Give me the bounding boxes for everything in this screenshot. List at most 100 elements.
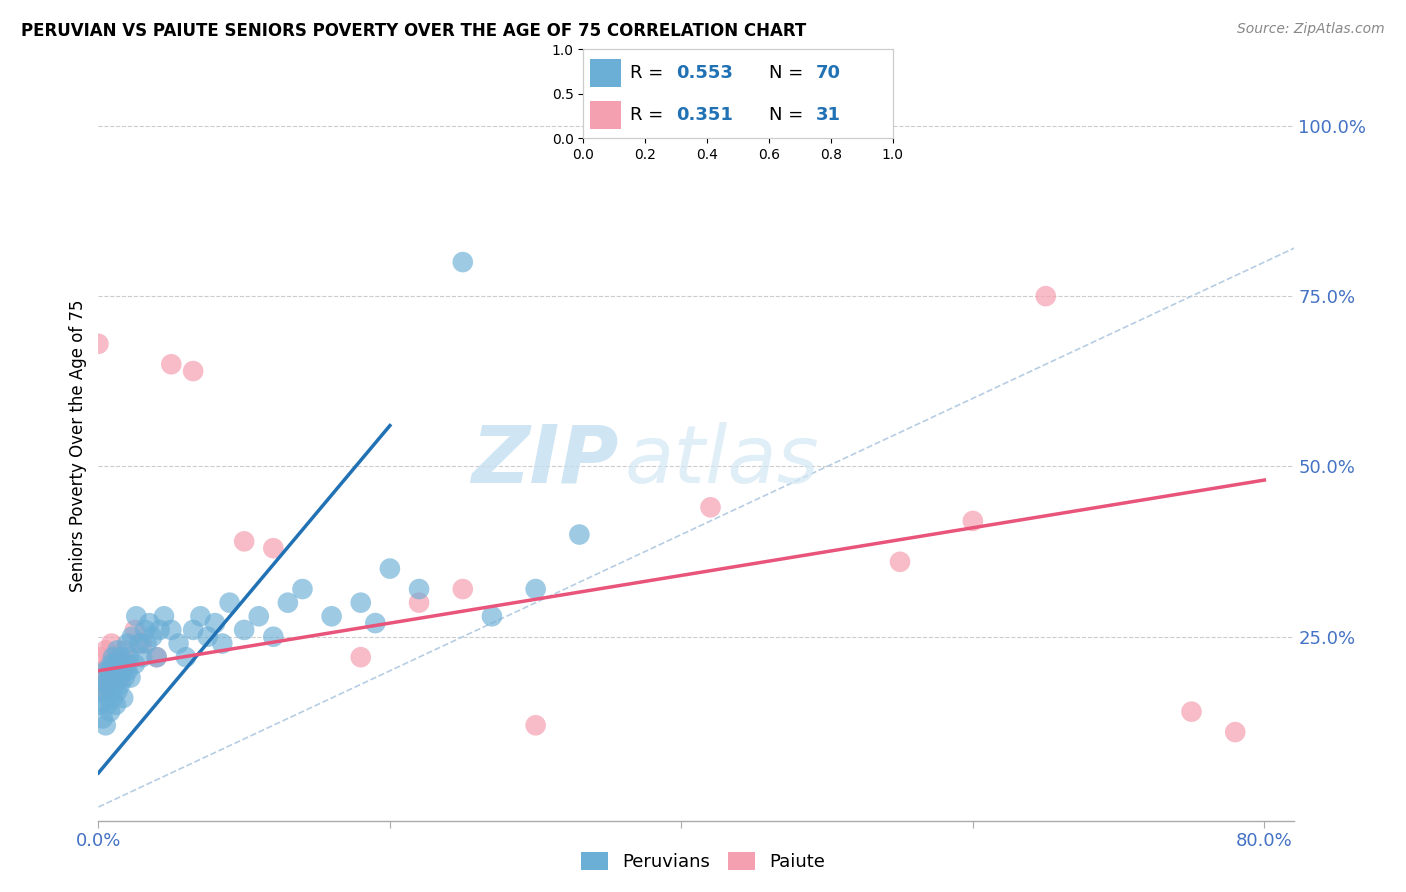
Bar (589, 59, 620, 87)
Text: ZIP: ZIP (471, 422, 619, 500)
Peruvians (167, 636, 190, 650)
Peruvians (145, 650, 167, 665)
Y-axis label: Seniors Poverty Over the Age of 75: Seniors Poverty Over the Age of 75 (69, 300, 87, 592)
Peruvians (291, 582, 314, 596)
Text: R =: R = (630, 64, 669, 82)
Peruvians (103, 657, 125, 671)
Peruvians (96, 698, 118, 712)
Peruvians (94, 664, 117, 678)
Text: 70: 70 (815, 64, 841, 82)
Paiute (524, 718, 547, 732)
Legend: Peruvians, Paiute: Peruvians, Paiute (574, 845, 832, 879)
Peruvians (90, 684, 112, 698)
Peruvians (98, 705, 121, 719)
Peruvians (112, 691, 135, 706)
Peruvians (117, 636, 139, 650)
Text: N =: N = (769, 106, 808, 124)
Peruvians (128, 636, 150, 650)
Peruvians (197, 630, 219, 644)
Peruvians (364, 616, 387, 631)
Peruvians (174, 650, 197, 665)
Text: 0.351: 0.351 (676, 106, 733, 124)
Paiute (94, 643, 117, 657)
Paiute (1180, 705, 1202, 719)
Peruvians (110, 650, 132, 665)
Peruvians (101, 671, 124, 685)
Peruvians (160, 623, 183, 637)
Peruvians (481, 609, 503, 624)
Peruvians (131, 650, 153, 665)
Text: PERUVIAN VS PAIUTE SENIORS POVERTY OVER THE AGE OF 75 CORRELATION CHART: PERUVIAN VS PAIUTE SENIORS POVERTY OVER … (21, 22, 806, 40)
Paiute (98, 677, 121, 691)
Peruvians (568, 527, 591, 541)
Paiute (93, 684, 115, 698)
Text: atlas: atlas (624, 422, 820, 500)
Peruvians (247, 609, 270, 624)
Peruvians (100, 684, 122, 698)
Peruvians (103, 677, 125, 691)
Peruvians (408, 582, 430, 596)
Paiute (91, 664, 114, 678)
Peruvians (204, 616, 226, 631)
Peruvians (233, 623, 256, 637)
Peruvians (118, 650, 141, 665)
Paiute (350, 650, 373, 665)
Peruvians (612, 119, 634, 133)
Peruvians (94, 718, 117, 732)
Peruvians (101, 691, 124, 706)
Peruvians (110, 677, 132, 691)
Peruvians (114, 671, 136, 685)
Peruvians (91, 711, 114, 725)
Peruvians (100, 657, 122, 671)
Text: N =: N = (769, 64, 808, 82)
Paiute (110, 671, 132, 685)
Peruvians (105, 643, 128, 657)
Paiute (87, 336, 110, 351)
Paiute (100, 636, 122, 650)
Paiute (114, 643, 136, 657)
Paiute (145, 650, 167, 665)
Text: R =: R = (630, 106, 669, 124)
Paiute (699, 500, 721, 515)
Paiute (96, 671, 118, 685)
Peruvians (104, 698, 127, 712)
Peruvians (138, 616, 160, 631)
Peruvians (149, 623, 172, 637)
Paiute (124, 623, 146, 637)
Paiute (233, 534, 256, 549)
Peruvians (111, 664, 134, 678)
Peruvians (451, 255, 474, 269)
Peruvians (97, 664, 120, 678)
Peruvians (218, 596, 240, 610)
Text: 31: 31 (815, 106, 841, 124)
Peruvians (321, 609, 343, 624)
Peruvians (190, 609, 212, 624)
Peruvians (108, 671, 131, 685)
Peruvians (115, 657, 138, 671)
Paiute (451, 582, 474, 596)
Peruvians (93, 677, 115, 691)
Paiute (117, 657, 139, 671)
Paiute (962, 514, 984, 528)
Paiute (408, 596, 430, 610)
Paiute (97, 657, 120, 671)
Peruvians (105, 684, 128, 698)
Paiute (1225, 725, 1247, 739)
Peruvians (121, 630, 143, 644)
Peruvians (96, 677, 118, 691)
Paiute (90, 650, 112, 665)
Peruvians (135, 636, 157, 650)
Text: 0.553: 0.553 (676, 64, 733, 82)
Paiute (889, 555, 911, 569)
Bar (589, 101, 620, 129)
Paiute (101, 664, 124, 678)
Peruvians (89, 698, 111, 712)
Peruvians (378, 561, 401, 575)
Peruvians (524, 582, 547, 596)
Paiute (131, 636, 153, 650)
Peruvians (117, 664, 139, 678)
Peruvians (211, 636, 233, 650)
Peruvians (104, 664, 127, 678)
Paiute (262, 541, 284, 556)
Paiute (89, 677, 111, 691)
